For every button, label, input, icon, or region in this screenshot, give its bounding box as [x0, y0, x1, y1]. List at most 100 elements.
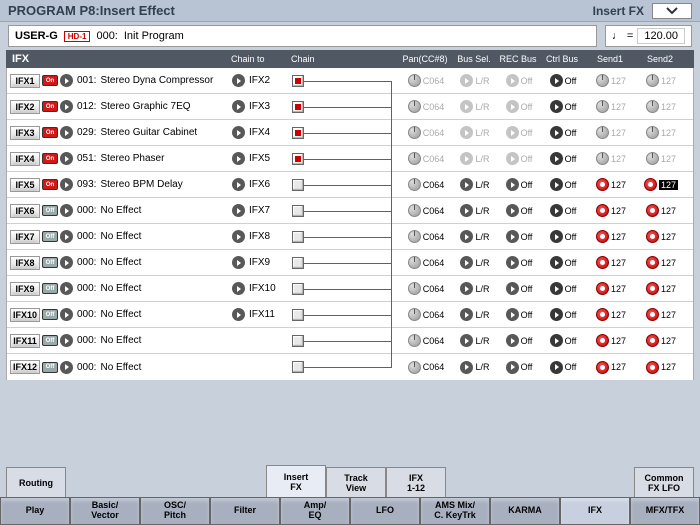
onoff-toggle[interactable]: Off	[42, 335, 58, 346]
bussel-popup-icon[interactable]	[460, 230, 473, 243]
recbus-value[interactable]: Off	[521, 128, 533, 138]
effect-popup-icon[interactable]	[60, 100, 73, 113]
bussel-popup-icon[interactable]	[460, 152, 473, 165]
chain-checkbox[interactable]	[292, 75, 304, 87]
chainto-popup-icon[interactable]	[232, 282, 245, 295]
chainto-popup-icon[interactable]	[232, 178, 245, 191]
ctrlbus-popup-icon[interactable]	[550, 256, 563, 269]
recbus-popup-icon[interactable]	[506, 126, 519, 139]
tab-ifx112[interactable]: IFX1-12	[386, 467, 446, 497]
recbus-popup-icon[interactable]	[506, 74, 519, 87]
ctrlbus-value[interactable]: Off	[565, 154, 577, 164]
effect-popup-icon[interactable]	[60, 204, 73, 217]
slot-label[interactable]: IFX4	[10, 152, 40, 166]
effect-name[interactable]: No Effect	[100, 309, 141, 320]
send2-knob[interactable]	[646, 308, 659, 321]
bussel-popup-icon[interactable]	[460, 256, 473, 269]
chainto-popup-icon[interactable]	[232, 230, 245, 243]
effect-popup-icon[interactable]	[60, 152, 73, 165]
effect-name[interactable]: No Effect	[100, 231, 141, 242]
ctrlbus-value[interactable]: Off	[565, 128, 577, 138]
bussel-value[interactable]: L/R	[475, 206, 489, 216]
tab-insertfx[interactable]: InsertFX	[266, 465, 326, 497]
effect-name[interactable]: Stereo BPM Delay	[100, 179, 182, 190]
onoff-toggle[interactable]: Off	[42, 309, 58, 320]
send2-knob[interactable]	[646, 152, 659, 165]
recbus-popup-icon[interactable]	[506, 282, 519, 295]
effect-name[interactable]: No Effect	[100, 257, 141, 268]
send2-knob[interactable]	[646, 334, 659, 347]
send1-knob[interactable]	[596, 361, 609, 374]
chainto-value[interactable]: IFX10	[249, 283, 276, 294]
recbus-value[interactable]: Off	[521, 258, 533, 268]
bussel-popup-icon[interactable]	[460, 178, 473, 191]
send2-knob[interactable]	[646, 256, 659, 269]
effect-popup-icon[interactable]	[60, 334, 73, 347]
recbus-popup-icon[interactable]	[506, 152, 519, 165]
tempo-field[interactable]: ♩ = 120.00	[605, 25, 692, 47]
ctrlbus-popup-icon[interactable]	[550, 334, 563, 347]
onoff-toggle[interactable]: On	[42, 153, 58, 164]
mode-tab[interactable]: Basic/Vector	[70, 497, 140, 525]
chainto-value[interactable]: IFX8	[249, 231, 270, 242]
bussel-value[interactable]: L/R	[475, 154, 489, 164]
send2-knob[interactable]	[646, 230, 659, 243]
mode-tab[interactable]: Play	[0, 497, 70, 525]
recbus-value[interactable]: Off	[521, 180, 533, 190]
pan-knob[interactable]	[408, 152, 421, 165]
mode-tab[interactable]: Amp/EQ	[280, 497, 350, 525]
chainto-value[interactable]: IFX5	[249, 153, 270, 164]
mode-tab[interactable]: Filter	[210, 497, 280, 525]
send2-knob[interactable]	[646, 126, 659, 139]
effect-popup-icon[interactable]	[60, 230, 73, 243]
bussel-popup-icon[interactable]	[460, 100, 473, 113]
recbus-value[interactable]: Off	[521, 336, 533, 346]
slot-label[interactable]: IFX11	[10, 334, 40, 348]
effect-popup-icon[interactable]	[60, 282, 73, 295]
send1-knob[interactable]	[596, 308, 609, 321]
chain-checkbox[interactable]	[292, 309, 304, 321]
recbus-popup-icon[interactable]	[506, 334, 519, 347]
pan-knob[interactable]	[408, 178, 421, 191]
recbus-popup-icon[interactable]	[506, 178, 519, 191]
ctrlbus-popup-icon[interactable]	[550, 178, 563, 191]
pan-knob[interactable]	[408, 204, 421, 217]
send2-knob[interactable]	[646, 204, 659, 217]
recbus-value[interactable]: Off	[521, 206, 533, 216]
tab-trackview[interactable]: TrackView	[326, 467, 386, 497]
slot-label[interactable]: IFX5	[10, 178, 40, 192]
send2-knob[interactable]	[644, 178, 657, 191]
pan-knob[interactable]	[408, 256, 421, 269]
ctrlbus-value[interactable]: Off	[565, 336, 577, 346]
ctrlbus-popup-icon[interactable]	[550, 204, 563, 217]
effect-popup-icon[interactable]	[60, 74, 73, 87]
ctrlbus-popup-icon[interactable]	[550, 126, 563, 139]
effect-popup-icon[interactable]	[60, 126, 73, 139]
recbus-value[interactable]: Off	[521, 310, 533, 320]
chain-checkbox[interactable]	[292, 283, 304, 295]
slot-label[interactable]: IFX2	[10, 100, 40, 114]
chainto-popup-icon[interactable]	[232, 152, 245, 165]
onoff-toggle[interactable]: On	[42, 179, 58, 190]
bussel-value[interactable]: L/R	[475, 336, 489, 346]
bussel-value[interactable]: L/R	[475, 76, 489, 86]
effect-name[interactable]: No Effect	[100, 362, 141, 373]
effect-name[interactable]: No Effect	[100, 205, 141, 216]
ctrlbus-popup-icon[interactable]	[550, 282, 563, 295]
send1-knob[interactable]	[596, 334, 609, 347]
bussel-value[interactable]: L/R	[475, 102, 489, 112]
mode-tab[interactable]: KARMA	[490, 497, 560, 525]
pan-knob[interactable]	[408, 126, 421, 139]
slot-label[interactable]: IFX10	[10, 308, 40, 322]
ctrlbus-value[interactable]: Off	[565, 180, 577, 190]
effect-name[interactable]: Stereo Dyna Compressor	[100, 75, 213, 86]
mode-tab[interactable]: MFX/TFX	[630, 497, 700, 525]
bussel-value[interactable]: L/R	[475, 362, 489, 372]
onoff-toggle[interactable]: Off	[42, 362, 58, 373]
send1-knob[interactable]	[596, 256, 609, 269]
bussel-value[interactable]: L/R	[475, 180, 489, 190]
chainto-value[interactable]: IFX2	[249, 75, 270, 86]
send2-knob[interactable]	[646, 74, 659, 87]
mode-tab[interactable]: LFO	[350, 497, 420, 525]
recbus-value[interactable]: Off	[521, 154, 533, 164]
